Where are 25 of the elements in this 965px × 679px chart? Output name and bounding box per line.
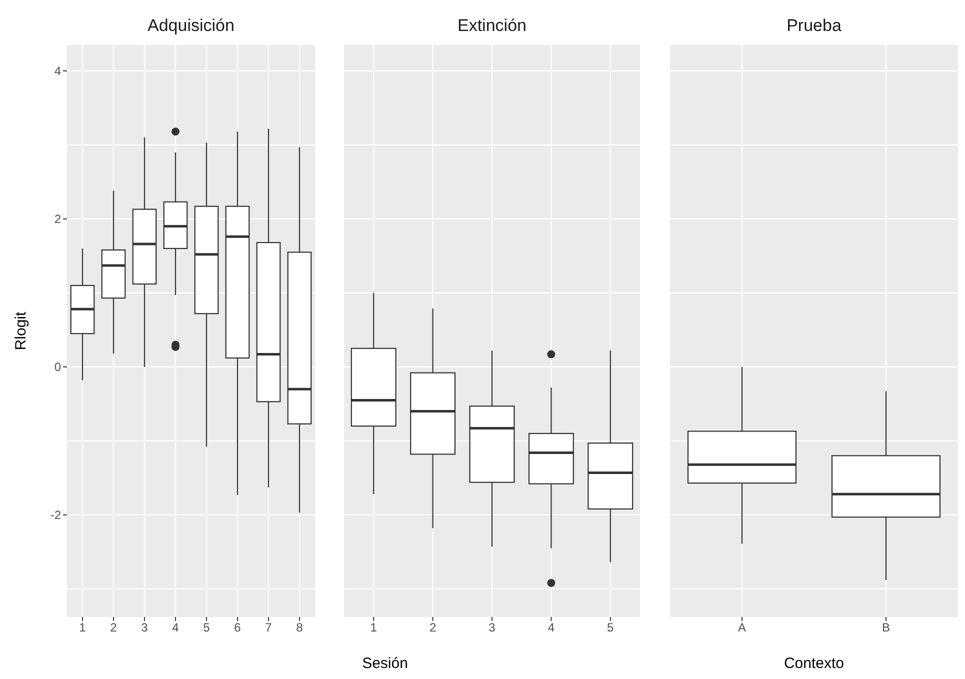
x-tick-label: 2 [429, 620, 436, 635]
y-tick-label: 4 [54, 64, 62, 78]
x-tick-label: 4 [548, 620, 555, 635]
y-tick-label: 2 [54, 212, 62, 226]
chart-title: Prueba [786, 16, 842, 36]
x-tick-label: 3 [141, 620, 148, 635]
chart-title: Extinción [456, 16, 528, 36]
x-tick-label: 1 [370, 620, 378, 635]
y-axis-title: Rlogit [12, 311, 30, 350]
x-tick-label: 2 [110, 620, 118, 635]
x-tick-label: 6 [234, 620, 242, 635]
x-axis-title: Sesión [361, 655, 409, 672]
x-tick-label: A [738, 620, 746, 635]
chart-title: Adquisición [146, 16, 236, 36]
x-tick-label: 5 [203, 620, 210, 635]
y-tick-label: 0 [54, 360, 62, 374]
x-tick-label: B [882, 620, 890, 635]
x-tick-label: 3 [488, 620, 496, 635]
x-axis-title: Contexto [782, 655, 846, 672]
x-tick-label: 5 [607, 620, 614, 635]
y-tick-label: -2 [50, 508, 62, 522]
x-tick-label: 7 [265, 620, 272, 635]
x-tick-label: 4 [172, 620, 180, 635]
x-tick-label: 1 [79, 620, 86, 635]
x-tick-label: 8 [296, 620, 304, 635]
